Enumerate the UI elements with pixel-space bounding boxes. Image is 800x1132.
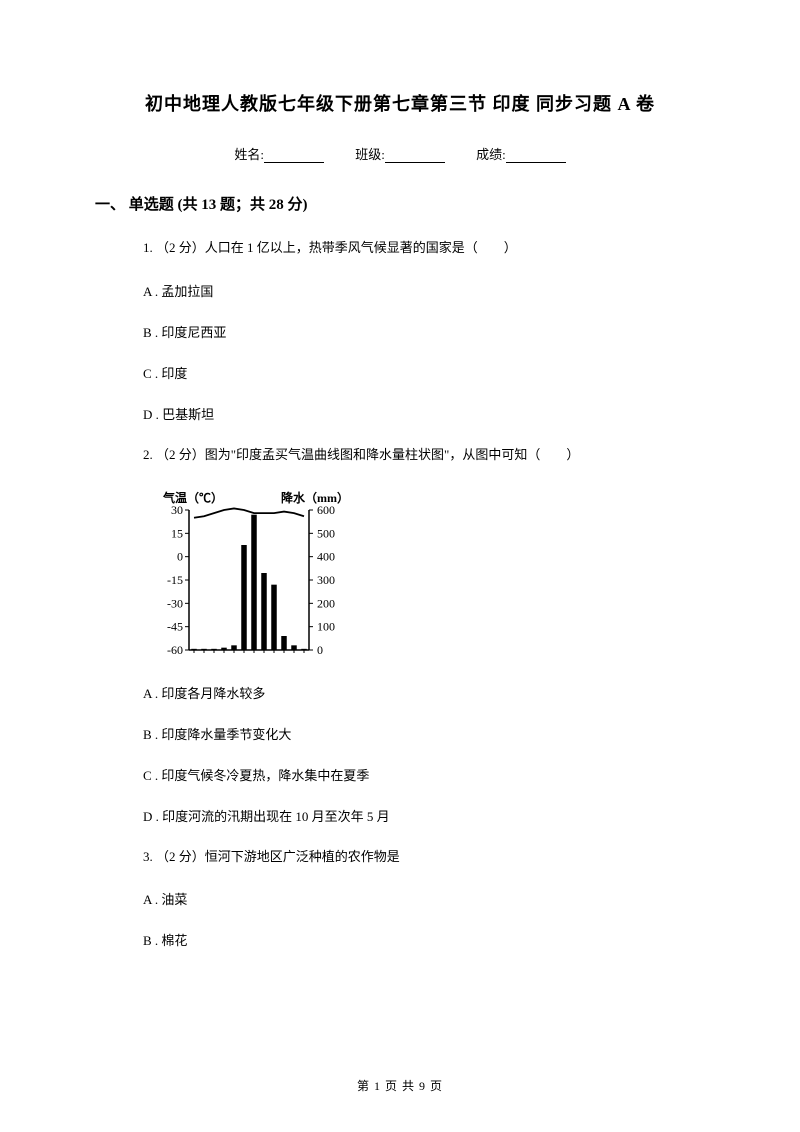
student-info-line: 姓名: 班级: 成绩: xyxy=(95,144,705,163)
svg-text:100: 100 xyxy=(317,619,335,633)
name-blank[interactable] xyxy=(264,149,324,163)
q3-stem: 3. （2 分）恒河下游地区广泛种植的农作物是 xyxy=(143,847,705,868)
q1-option-a: A . 孟加拉国 xyxy=(143,281,705,300)
svg-text:15: 15 xyxy=(171,526,183,540)
q1-option-c: C . 印度 xyxy=(143,363,705,382)
score-label: 成绩: xyxy=(476,147,506,162)
svg-text:-30: -30 xyxy=(167,596,183,610)
svg-text:-15: -15 xyxy=(167,573,183,587)
svg-text:200: 200 xyxy=(317,596,335,610)
svg-text:0: 0 xyxy=(177,549,183,563)
q3-option-b: B . 棉花 xyxy=(143,930,705,949)
q1-option-b: B . 印度尼西亚 xyxy=(143,322,705,341)
class-blank[interactable] xyxy=(385,149,445,163)
svg-text:500: 500 xyxy=(317,526,335,540)
q1-option-d: D . 巴基斯坦 xyxy=(143,404,705,423)
q2-option-b: B . 印度降水量季节变化大 xyxy=(143,724,705,743)
svg-text:300: 300 xyxy=(317,573,335,587)
q2-option-c: C . 印度气候冬冷夏热，降水集中在夏季 xyxy=(143,765,705,784)
svg-text:降水（mm）: 降水（mm） xyxy=(281,490,349,505)
svg-text:0: 0 xyxy=(317,643,323,657)
q2-option-d: D . 印度河流的汛期出现在 10 月至次年 5 月 xyxy=(143,806,705,825)
q2-stem: 2. （2 分）图为"印度孟买气温曲线图和降水量柱状图"，从图中可知（ ） xyxy=(143,445,705,466)
svg-text:-60: -60 xyxy=(167,643,183,657)
score-blank[interactable] xyxy=(506,149,566,163)
class-label: 班级: xyxy=(355,147,385,162)
svg-text:600: 600 xyxy=(317,503,335,517)
climograph-chart: 气温（℃）降水（mm）30150-15-30-45-60600500400300… xyxy=(143,488,705,663)
svg-text:-45: -45 xyxy=(167,619,183,633)
q2-option-a: A . 印度各月降水较多 xyxy=(143,683,705,702)
svg-text:400: 400 xyxy=(317,549,335,563)
svg-text:30: 30 xyxy=(171,503,183,517)
name-label: 姓名: xyxy=(234,147,264,162)
page-footer: 第 1 页 共 9 页 xyxy=(0,1077,800,1094)
section-heading: 一、 单选题 (共 13 题；共 28 分) xyxy=(95,193,705,214)
q3-option-a: A . 油菜 xyxy=(143,889,705,908)
q1-stem: 1. （2 分）人口在 1 亿以上，热带季风气候显著的国家是（ ） xyxy=(143,238,705,259)
page-title: 初中地理人教版七年级下册第七章第三节 印度 同步习题 A 卷 xyxy=(95,90,705,116)
